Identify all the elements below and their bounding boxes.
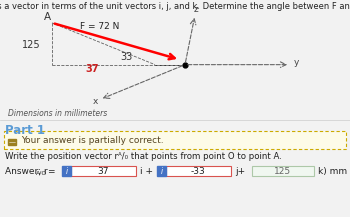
Text: 37: 37	[85, 64, 98, 74]
Text: A/O: A/O	[36, 170, 47, 175]
Text: 37: 37	[97, 167, 109, 176]
Bar	[8, 139, 16, 145]
Text: i: i	[160, 167, 162, 176]
FancyBboxPatch shape	[4, 131, 346, 149]
Text: 33: 33	[120, 52, 132, 62]
Text: Dimensions in millimeters: Dimensions in millimeters	[8, 109, 107, 118]
Text: -33: -33	[191, 167, 205, 176]
Text: Your answer is partially correct.: Your answer is partially correct.	[21, 136, 164, 145]
Text: Answer: r: Answer: r	[5, 167, 48, 176]
Text: k) mm: k) mm	[318, 167, 347, 176]
Text: —: —	[8, 139, 15, 145]
Bar	[157, 166, 166, 176]
Text: x: x	[92, 97, 98, 106]
Text: Express F as a vector in terms of the unit vectors i, j, and k. Determine the an: Express F as a vector in terms of the un…	[0, 2, 350, 11]
Text: i: i	[65, 167, 68, 176]
Text: z: z	[194, 5, 198, 14]
Text: Part 1: Part 1	[5, 124, 45, 137]
FancyBboxPatch shape	[252, 166, 314, 176]
FancyBboxPatch shape	[166, 166, 231, 176]
Bar	[62, 166, 71, 176]
Text: 125: 125	[22, 40, 41, 50]
Text: 125: 125	[274, 167, 292, 176]
Text: A: A	[44, 12, 51, 22]
Text: Write the position vector rᴬ/₀ that points from point O to point A.: Write the position vector rᴬ/₀ that poin…	[5, 152, 282, 161]
Text: F = 72 N: F = 72 N	[80, 22, 119, 31]
Text: =  (: = (	[48, 167, 65, 176]
Text: y: y	[293, 58, 299, 67]
Text: j+: j+	[235, 167, 245, 176]
FancyBboxPatch shape	[71, 166, 136, 176]
Text: i +: i +	[140, 167, 153, 176]
